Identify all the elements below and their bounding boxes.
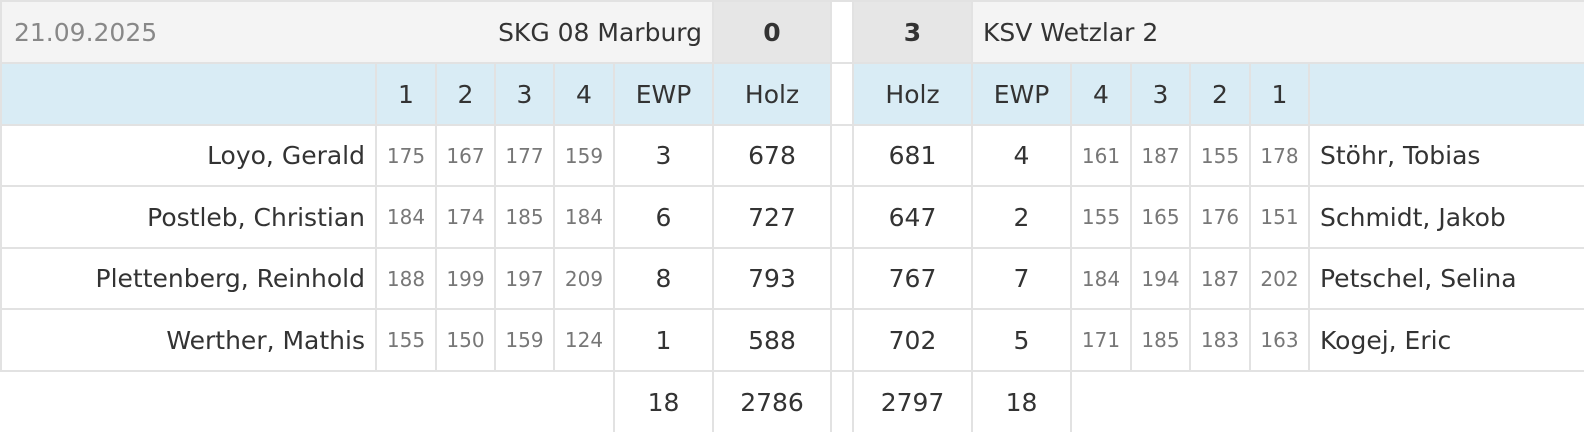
set-score: 188 — [375, 247, 437, 310]
home-holz: 793 — [712, 247, 832, 310]
set-score: 155 — [1070, 185, 1132, 249]
column-header — [0, 62, 377, 126]
home-player: Plettenberg, Reinhold — [0, 247, 377, 310]
away-player: Kogej, Eric — [1307, 308, 1584, 372]
home-team: SKG 08 Marburg — [498, 17, 702, 47]
set-score: 184 — [375, 185, 437, 249]
set-score: 174 — [435, 185, 496, 249]
set-score: 178 — [1249, 124, 1310, 187]
home-ewp: 1 — [613, 308, 714, 372]
total-away-ewp: 18 — [971, 370, 1072, 432]
set-score: 159 — [494, 308, 555, 372]
set-score: 209 — [553, 247, 615, 310]
gap — [830, 62, 854, 126]
away-player: Petschel, Selina — [1307, 247, 1584, 310]
away-holz: 702 — [852, 308, 973, 372]
set-score: 202 — [1249, 247, 1310, 310]
table-row: Werther, Mathis 155 150 159 124 1 588 702 5 171 18… — [0, 308, 1584, 372]
column-header: EWP — [971, 62, 1072, 126]
table-row: Loyo, Gerald 175 167 177 159 3 678 681 4 161 187 15… — [0, 124, 1584, 187]
away-holz: 647 — [852, 185, 973, 249]
home-holz: 727 — [712, 185, 832, 249]
home-ewp: 3 — [613, 124, 714, 187]
set-score: 197 — [494, 247, 555, 310]
column-header: EWP — [613, 62, 714, 126]
home-ewp: 6 — [613, 185, 714, 249]
set-score: 159 — [553, 124, 615, 187]
column-header — [1307, 62, 1584, 126]
set-score: 161 — [1070, 124, 1132, 187]
gap — [830, 247, 854, 310]
home-holz: 678 — [712, 124, 832, 187]
set-score: 175 — [375, 124, 437, 187]
total-home-ewp: 18 — [613, 370, 714, 432]
set-score: 184 — [1070, 247, 1132, 310]
column-header: 1 — [375, 62, 437, 126]
set-score: 177 — [494, 124, 555, 187]
set-score: 176 — [1189, 185, 1251, 249]
away-holz: 681 — [852, 124, 973, 187]
set-score: 167 — [435, 124, 496, 187]
column-header: 2 — [435, 62, 496, 126]
set-score: 151 — [1249, 185, 1310, 249]
away-ewp: 5 — [971, 308, 1072, 372]
column-header: Holz — [852, 62, 973, 126]
set-score: 187 — [1130, 124, 1191, 187]
gap — [830, 308, 854, 372]
set-score: 155 — [375, 308, 437, 372]
total-home-holz: 2786 — [712, 370, 832, 432]
column-header: 3 — [1130, 62, 1191, 126]
away-ewp: 7 — [971, 247, 1072, 310]
home-player: Loyo, Gerald — [0, 124, 377, 187]
set-score: 171 — [1070, 308, 1132, 372]
set-score: 155 — [1189, 124, 1251, 187]
column-header: 3 — [494, 62, 555, 126]
set-score: 185 — [1130, 308, 1191, 372]
set-score: 163 — [1249, 308, 1310, 372]
column-header: 2 — [1189, 62, 1251, 126]
away-score: 3 — [852, 0, 973, 64]
column-header: 1 — [1249, 62, 1310, 126]
away-player: Schmidt, Jakob — [1307, 185, 1584, 249]
gap — [830, 124, 854, 187]
total-away-holz: 2797 — [852, 370, 973, 432]
table-row: Plettenberg, Reinhold 188 199 197 209 8 793 767… — [0, 247, 1584, 310]
set-score: 183 — [1189, 308, 1251, 372]
gap — [830, 370, 854, 432]
home-player: Werther, Mathis — [0, 308, 377, 372]
away-ewp: 4 — [971, 124, 1072, 187]
away-ewp: 2 — [971, 185, 1072, 249]
away-player: Stöhr, Tobias — [1307, 124, 1584, 187]
set-score: 124 — [553, 308, 615, 372]
set-score: 185 — [494, 185, 555, 249]
away-team: KSV Wetzlar 2 — [970, 0, 1584, 64]
blank — [1071, 370, 1584, 432]
gap — [830, 0, 854, 64]
column-header: Holz — [712, 62, 832, 126]
home-holz: 588 — [712, 308, 832, 372]
home-ewp: 8 — [613, 247, 714, 310]
column-header: 4 — [553, 62, 615, 126]
set-score: 165 — [1130, 185, 1191, 249]
set-score: 194 — [1130, 247, 1191, 310]
table-row: Postleb, Christian 184 174 185 184 6 727 647 2 15… — [0, 185, 1584, 249]
set-score: 187 — [1189, 247, 1251, 310]
match-header: 21.09.2025 SKG 08 Marburg — [0, 0, 714, 64]
table-row: 21.09.2025 SKG 08 Marburg 0 3 KSV Wetzlar 2 — [0, 0, 1584, 64]
table-row: 1 2 3 4 EWP Holz Holz EWP 4 3 2 1 — [0, 62, 1584, 126]
away-holz: 767 — [852, 247, 973, 310]
set-score: 199 — [435, 247, 496, 310]
set-score: 150 — [435, 308, 496, 372]
home-player: Postleb, Christian — [0, 185, 377, 249]
set-score: 184 — [553, 185, 615, 249]
match-date: 21.09.2025 — [14, 17, 158, 47]
blank — [1, 370, 614, 432]
column-header: 4 — [1070, 62, 1132, 126]
table-row: 18 2786 2797 18 — [1, 370, 1584, 432]
home-score: 0 — [712, 0, 832, 64]
gap — [830, 185, 854, 249]
